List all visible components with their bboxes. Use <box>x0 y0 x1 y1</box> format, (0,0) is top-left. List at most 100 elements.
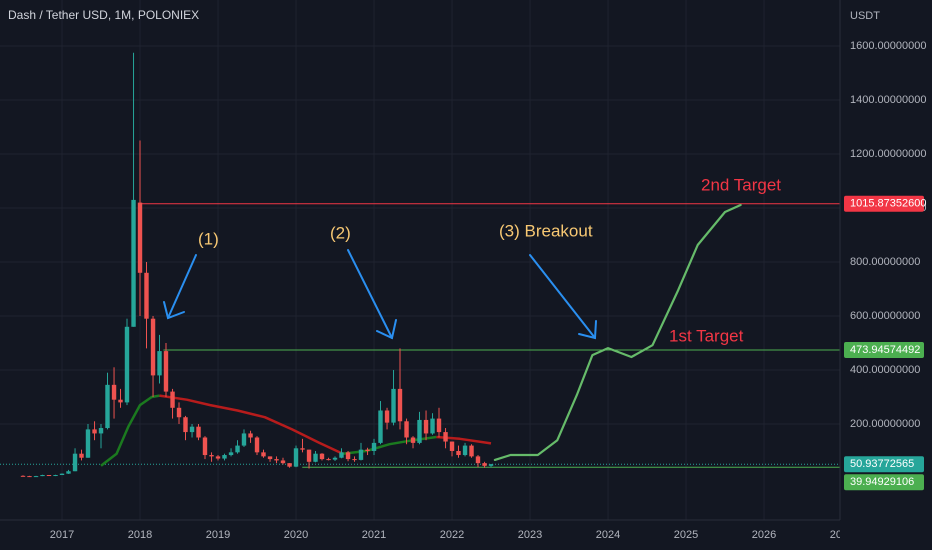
candle-body <box>488 464 494 466</box>
price-label-box <box>844 195 924 212</box>
candle-body <box>40 475 45 477</box>
candle-body <box>306 449 312 462</box>
candle-body <box>397 388 403 422</box>
candle-body <box>287 463 292 467</box>
candle-body <box>274 459 279 461</box>
candle-body <box>163 351 169 392</box>
candle-body <box>378 410 383 443</box>
annotation: (3) Breakout <box>499 221 593 240</box>
candle-body <box>404 421 409 438</box>
candle-body <box>53 475 58 477</box>
candle-body <box>66 471 71 474</box>
candle-body <box>157 351 162 376</box>
candle-body <box>20 475 26 477</box>
chart-title: Dash / Tether USD, 1M, POLONIEX <box>8 8 199 22</box>
x-tick-label: 2022 <box>440 529 464 541</box>
y-tick-label: 1400.00000000 <box>850 94 926 106</box>
candle-body <box>293 448 299 467</box>
candle-body <box>189 426 195 433</box>
candle-body <box>196 426 201 438</box>
y-tick-label: 600.00000000 <box>850 310 920 322</box>
candle-body <box>202 437 208 456</box>
candle-body <box>124 326 130 403</box>
annotation: 2nd Target <box>701 175 781 194</box>
candle-body <box>222 455 227 459</box>
candle-body <box>391 388 396 423</box>
price-label-box <box>844 474 924 491</box>
candle-body <box>46 475 52 477</box>
candle-body <box>280 460 286 464</box>
candle-body <box>248 433 253 438</box>
candle-body <box>319 453 325 460</box>
candle-body <box>137 202 143 273</box>
x-tick-label: 2021 <box>362 529 386 541</box>
candle-body <box>241 433 247 446</box>
y-axis-label: USDT <box>850 10 880 22</box>
y-tick-label: 1200.00000000 <box>850 148 926 160</box>
candle-body <box>384 410 390 423</box>
candle-body <box>33 476 39 478</box>
y-tick-label: 200.00000000 <box>850 418 920 430</box>
price-label: 473.94574492 <box>850 344 920 356</box>
candle-body <box>358 449 364 460</box>
candle-body <box>176 407 182 418</box>
candle-body <box>144 272 149 319</box>
candle-body <box>449 441 455 451</box>
candle-body <box>27 476 32 478</box>
candle-body <box>371 442 377 451</box>
candle-body <box>85 429 91 458</box>
annotation: (1) <box>198 229 219 248</box>
annotation: (2) <box>330 223 351 242</box>
candle-body <box>339 452 344 458</box>
candle-body <box>131 199 136 327</box>
x-tick-label: 2024 <box>596 529 620 541</box>
candle-body <box>98 428 104 434</box>
plot: (1) (2) (3) Breakout 2nd Target 1st Target <box>0 52 840 478</box>
candle-body <box>482 463 487 466</box>
candle-body <box>111 384 117 400</box>
candle-body <box>105 384 110 429</box>
candle-body <box>150 318 156 376</box>
x-tick-label: 2026 <box>752 529 776 541</box>
candle-body <box>209 455 214 457</box>
candle-body <box>345 452 351 460</box>
moving-average <box>159 394 344 455</box>
price-label: 1015.87352600 <box>850 198 926 210</box>
candle-body <box>235 445 240 453</box>
y-tick-label: 800.00000000 <box>850 256 920 268</box>
candle-body <box>456 450 461 456</box>
x-tick-label: 2018 <box>128 529 152 541</box>
arrows <box>163 249 597 340</box>
candle-body <box>300 448 305 450</box>
arrow-head <box>163 301 185 320</box>
candle-body <box>443 432 448 442</box>
candle-body <box>59 473 65 476</box>
arrow <box>167 254 197 319</box>
candle-body <box>410 437 416 443</box>
price-label: 50.93772565 <box>850 458 914 470</box>
arrow <box>529 254 596 339</box>
candle-body <box>79 453 84 458</box>
candle-body <box>170 391 175 408</box>
annotation: 1st Target <box>669 326 744 345</box>
candle-body <box>423 419 429 434</box>
arrow-head <box>376 319 397 340</box>
y-tick-label: 400.00000000 <box>850 364 920 376</box>
candle-body <box>475 456 481 464</box>
x-tick-label: 2017 <box>50 529 74 541</box>
x-tick-label: 2025 <box>674 529 698 541</box>
candle-body <box>72 453 78 472</box>
candle-body <box>469 445 474 457</box>
candle-body <box>313 453 318 462</box>
y-tick-label: 1600.00000000 <box>850 40 926 52</box>
candle-body <box>332 457 338 460</box>
candle-body <box>92 429 97 434</box>
candle-body <box>267 456 273 460</box>
x-tick-label: 2020 <box>284 529 308 541</box>
candle-body <box>462 445 468 456</box>
arrow <box>347 249 393 339</box>
candle-body <box>183 417 188 433</box>
price-label: 39.94929106 <box>850 476 914 488</box>
